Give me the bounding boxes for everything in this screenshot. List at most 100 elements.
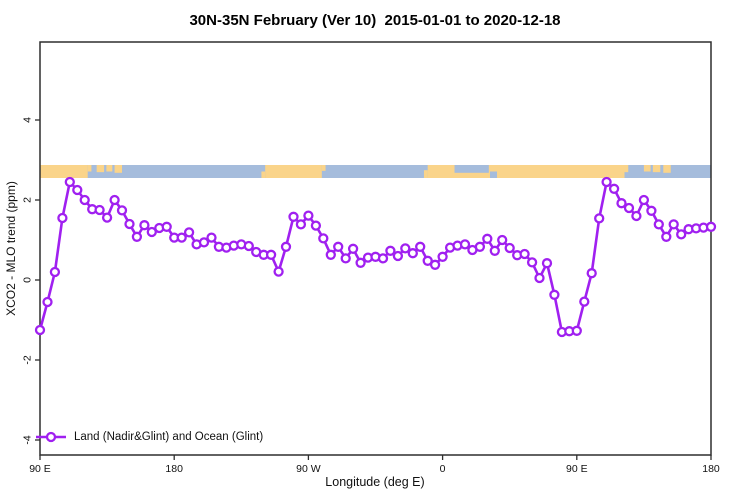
land-patch <box>106 165 113 172</box>
data-point <box>243 240 254 252</box>
data-point <box>57 212 68 224</box>
data-point <box>594 213 605 224</box>
data-point <box>579 296 590 307</box>
x-tick-label: 90 E <box>29 463 51 475</box>
land-patch <box>96 165 105 173</box>
data-point <box>325 249 336 260</box>
x-tick-label: 180 <box>165 463 183 475</box>
data-point <box>653 219 664 230</box>
land-segment <box>265 165 322 178</box>
data-point <box>638 194 650 206</box>
data-point <box>139 220 150 231</box>
x-tick-label: 90 E <box>566 463 588 475</box>
ocean-patch <box>490 171 498 178</box>
data-point <box>340 253 351 264</box>
data-point <box>34 324 46 336</box>
y-tick-label: -2 <box>22 355 34 364</box>
data-point <box>586 268 597 279</box>
land-patch <box>663 165 671 173</box>
x-axis-title: Longitude (deg E) <box>325 475 425 489</box>
data-point <box>124 218 135 230</box>
data-point <box>549 289 560 300</box>
data-point <box>333 241 344 252</box>
data-point <box>400 243 411 254</box>
data-point <box>489 245 500 256</box>
data-point <box>608 183 620 194</box>
land-patch <box>261 171 266 178</box>
data-point <box>161 221 172 232</box>
land-patch <box>114 165 123 173</box>
x-axis: 90 E 180 90 W 0 90 E 180 <box>29 455 720 475</box>
data-point <box>429 259 441 270</box>
data-point <box>437 251 448 262</box>
data-point <box>623 202 635 214</box>
x-tick-label: 90 W <box>296 463 321 475</box>
chart-title: 30N-35N February (Ver 10) 2015-01-01 to … <box>189 12 561 29</box>
data-point <box>534 272 545 284</box>
data-point <box>42 296 53 308</box>
data-point <box>265 249 277 260</box>
data-point <box>206 232 217 243</box>
map-strip <box>40 165 711 178</box>
data-point <box>377 253 389 264</box>
data-point <box>407 248 418 259</box>
data-point <box>676 229 687 240</box>
data-point <box>616 198 627 209</box>
data-point <box>661 231 672 242</box>
y-tick-label: 4 <box>22 117 34 123</box>
legend-marker <box>45 431 57 443</box>
data-point <box>347 243 359 254</box>
data-point <box>310 220 322 231</box>
data-point <box>280 241 292 252</box>
data-point <box>303 210 314 221</box>
land-patch <box>624 165 629 173</box>
plot-box <box>39 41 712 456</box>
data-point <box>385 245 396 256</box>
data-point <box>392 250 404 262</box>
data-point <box>497 234 508 246</box>
data-point <box>318 233 329 244</box>
x-tick-label: 180 <box>702 463 720 475</box>
y-tick-label: 2 <box>22 197 34 203</box>
legend <box>36 431 66 443</box>
data-point <box>526 257 538 268</box>
data-point <box>176 232 187 243</box>
data-point <box>601 176 612 188</box>
data-point <box>131 231 143 242</box>
data-point <box>288 211 299 222</box>
data-point <box>198 237 210 248</box>
data-point <box>474 241 486 252</box>
data-point <box>415 241 426 252</box>
data-point <box>705 221 717 232</box>
x-tick-label: 0 <box>440 463 446 475</box>
data-point <box>72 184 83 196</box>
data-point <box>668 219 679 230</box>
y-tick-label: -4 <box>22 435 34 444</box>
y-tick-label: 0 <box>22 277 34 283</box>
y-axis-title: XCO2 - MLO trend (ppm) <box>4 181 18 316</box>
data-point <box>64 176 75 188</box>
data-point <box>273 266 284 277</box>
land-patch <box>321 165 326 171</box>
data-point <box>79 194 90 206</box>
data-point <box>295 219 307 230</box>
data-point <box>183 227 195 238</box>
data-point <box>109 194 120 206</box>
legend-label: Land (Nadir&Glint) and Ocean (Glint) <box>74 431 264 443</box>
data-point <box>101 212 113 223</box>
data-point <box>571 325 582 336</box>
data-point <box>49 266 61 278</box>
data-point <box>504 242 515 254</box>
land-patch <box>652 165 661 173</box>
land-segment <box>40 165 88 178</box>
data-point <box>541 258 553 269</box>
land-patch <box>423 170 428 178</box>
land-patch <box>87 165 92 172</box>
data-point <box>94 204 105 216</box>
land-patch <box>643 165 651 172</box>
data-point <box>459 239 471 250</box>
data-point <box>355 257 366 268</box>
ocean-patch <box>454 165 489 173</box>
